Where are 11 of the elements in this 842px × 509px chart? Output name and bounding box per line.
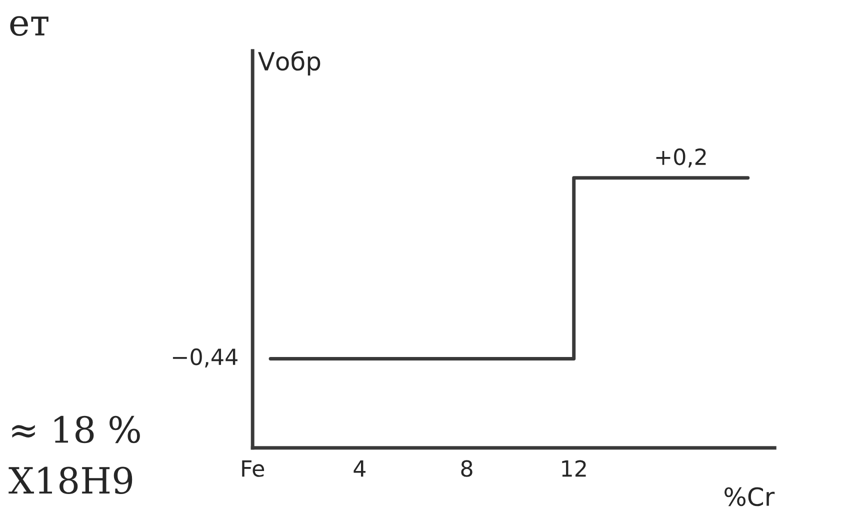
text: ≈ 18 % <box>12 416 140 444</box>
annotation: +0,2 <box>656 148 706 168</box>
annotation: −0,44 <box>172 348 238 368</box>
text: Х18Н9 <box>8 466 132 494</box>
x-axis-title: %Cr <box>724 487 775 506</box>
x-tick-label: 8 <box>461 460 472 477</box>
x-tick-label: 4 <box>354 460 366 477</box>
x-tick-label: Fe <box>242 460 264 477</box>
text: ет <box>10 16 48 36</box>
y-axis-title: Vобр <box>258 50 320 76</box>
x-tick-label: 12 <box>562 460 586 477</box>
